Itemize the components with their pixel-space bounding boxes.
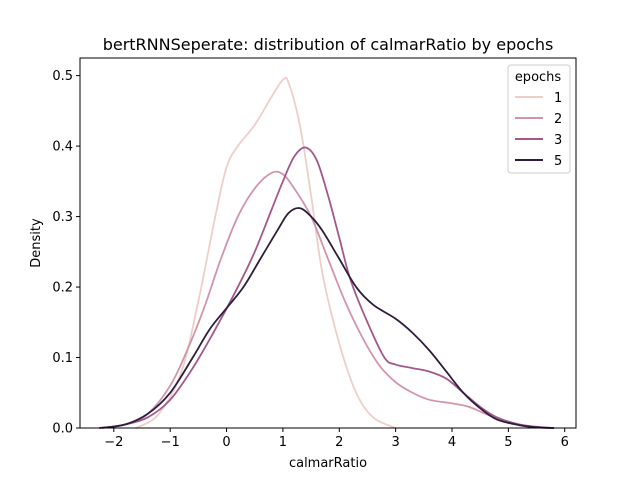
legend-items: 1 2 3 5 (515, 91, 562, 169)
x-tick-label: −1 (161, 435, 180, 450)
legend-label-epoch-2: 2 (554, 112, 562, 127)
x-tick-label: 0 (222, 435, 230, 450)
legend-label-epoch-3: 3 (554, 133, 562, 148)
x-tick-label: 5 (504, 435, 512, 450)
y-tick-label: 0.5 (52, 69, 73, 84)
legend-label-epoch-1: 1 (554, 91, 562, 106)
series-lines (98, 76, 555, 429)
y-tick-label: 0.3 (52, 210, 73, 225)
x-axis-ticks: −2 −1 0 1 2 3 4 5 6 (104, 428, 569, 450)
y-tick-label: 0.0 (52, 422, 73, 437)
y-tick-label: 0.4 (52, 140, 73, 155)
y-axis-label: Density (29, 218, 44, 268)
y-tick-label: 0.1 (52, 351, 73, 366)
legend-label-epoch-5: 5 (554, 154, 562, 169)
series-line-epoch-2 (101, 170, 555, 429)
legend-title: epochs (515, 70, 562, 85)
y-tick-label: 0.2 (52, 281, 73, 296)
x-tick-label: −2 (104, 435, 123, 450)
x-tick-label: 4 (448, 435, 456, 450)
x-tick-label: 1 (279, 435, 287, 450)
x-tick-label: 2 (335, 435, 343, 450)
chart-title: bertRNNSeperate: distribution of calmarR… (103, 35, 554, 54)
y-axis-ticks: 0.0 0.1 0.2 0.3 0.4 0.5 (52, 69, 80, 437)
plot-frame (79, 57, 577, 429)
series-line-epoch-5 (98, 207, 555, 429)
x-tick-label: 6 (561, 435, 569, 450)
series-line-epoch-1 (135, 76, 397, 429)
legend: epochs 1 2 3 5 (507, 64, 571, 174)
x-axis-label: calmarRatio (289, 456, 367, 471)
x-tick-label: 3 (391, 435, 399, 450)
